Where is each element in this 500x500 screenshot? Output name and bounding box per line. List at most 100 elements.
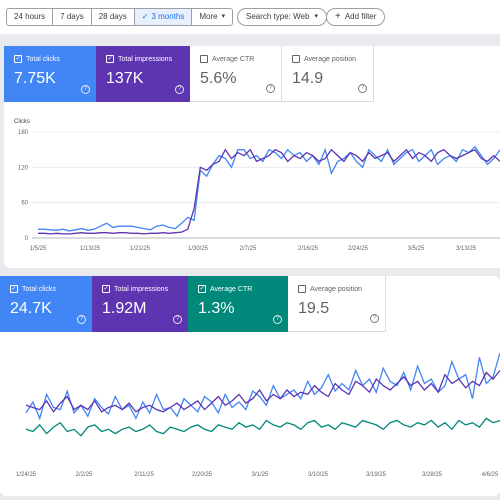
range-label: 3 months bbox=[151, 12, 185, 21]
metric-value: 137K bbox=[106, 70, 144, 87]
metric-label-row: ✓ Average CTR bbox=[198, 285, 278, 293]
checkbox-checked-icon[interactable]: ✓ bbox=[106, 55, 114, 63]
range-7-days[interactable]: 7 days bbox=[53, 9, 92, 25]
x-tick-label: 2/20/25 bbox=[192, 472, 213, 478]
range-28-days[interactable]: 28 days bbox=[92, 9, 135, 25]
range-more[interactable]: More ▾ bbox=[192, 9, 232, 25]
help-icon[interactable]: ? bbox=[370, 314, 379, 323]
x-tick-label: 3/5/25 bbox=[408, 246, 425, 252]
range-label: More bbox=[199, 12, 218, 21]
add-filter-button[interactable]: + Add filter bbox=[326, 8, 386, 26]
y-tick-label: 60 bbox=[21, 201, 28, 207]
x-tick-label: 1/5/25 bbox=[30, 246, 47, 252]
metric-label-row: ✓ Total clicks bbox=[14, 55, 86, 63]
series-line-0 bbox=[38, 145, 500, 232]
metric-label: Average position bbox=[310, 285, 363, 293]
metric-label: Total clicks bbox=[22, 285, 56, 293]
check-icon: ✓ bbox=[141, 12, 149, 21]
caret-down-icon: ▾ bbox=[314, 13, 318, 20]
line-chart-top: 0 60 120 180 1/5/25 1/13/25 1/21/25 1/30/25 2/7/… bbox=[18, 130, 500, 252]
metric-value: 7.75K bbox=[14, 70, 56, 87]
search-type-label: Search type: Web bbox=[246, 12, 310, 21]
metric-card-total-clicks[interactable]: ✓ Total clicks 24.7K? bbox=[0, 276, 92, 332]
x-tick-label: 2/16/25 bbox=[298, 246, 319, 252]
filter-bar: 24 hours 7 days 28 days ✓ 3 months More ▾ … bbox=[0, 0, 500, 34]
checkbox-checked-icon[interactable]: ✓ bbox=[198, 285, 206, 293]
checkbox-checked-icon[interactable]: ✓ bbox=[14, 55, 22, 63]
help-icon[interactable]: ? bbox=[173, 315, 182, 324]
help-icon[interactable]: ? bbox=[358, 84, 367, 93]
performance-panel-bottom: ✓ Total clicks 24.7K? ✓ Total impressions 1.9… bbox=[0, 276, 500, 496]
performance-panel-top: ✓ Total clicks 7.75K? ✓ Total impressions 137… bbox=[4, 46, 500, 268]
series-line-1 bbox=[25, 369, 500, 413]
y-tick-label: 120 bbox=[18, 165, 29, 171]
metric-label-row: Average CTR bbox=[200, 55, 271, 63]
metric-value: 1.3% bbox=[198, 300, 235, 317]
y-axis-title: Clicks bbox=[14, 119, 30, 125]
metric-card-total-clicks[interactable]: ✓ Total clicks 7.75K? bbox=[4, 46, 96, 102]
x-tick-label: 2/11/25 bbox=[134, 472, 154, 478]
metric-card-average-position[interactable]: Average position 19.5? bbox=[288, 276, 386, 332]
range-label: 24 hours bbox=[14, 12, 46, 21]
checkbox-unchecked-icon[interactable] bbox=[200, 55, 208, 63]
metric-card-average-position[interactable]: Average position 14.9? bbox=[282, 46, 374, 102]
x-tick-label: 3/1/25 bbox=[252, 472, 269, 478]
series-line-2 bbox=[25, 417, 500, 437]
range-label: 28 days bbox=[98, 12, 127, 21]
checkbox-unchecked-icon[interactable] bbox=[298, 285, 306, 293]
y-tick-label: 180 bbox=[18, 130, 29, 136]
x-tick-label: 3/19/25 bbox=[366, 472, 387, 478]
checkbox-checked-icon[interactable]: ✓ bbox=[102, 285, 110, 293]
metric-label: Average CTR bbox=[212, 55, 255, 63]
metric-label-row: Average position bbox=[292, 55, 363, 63]
x-tick-label: 2/24/25 bbox=[348, 246, 369, 252]
checkbox-checked-icon[interactable]: ✓ bbox=[10, 285, 18, 293]
x-tick-label: 3/10/25 bbox=[308, 472, 329, 478]
metric-card-average-ctr[interactable]: ✓ Average CTR 1.3%? bbox=[188, 276, 288, 332]
date-range-selector: 24 hours 7 days 28 days ✓ 3 months More ▾ bbox=[6, 8, 234, 26]
line-chart-bottom: 1/24/25 2/2/25 2/11/25 2/20/25 3/1/25 3/10/25… bbox=[16, 352, 500, 478]
metric-card-total-impressions[interactable]: ✓ Total impressions 137K? bbox=[96, 46, 190, 102]
range-24-hours[interactable]: 24 hours bbox=[7, 9, 54, 25]
x-tick-label: 2/7/25 bbox=[240, 246, 257, 252]
metric-value: 1.92M bbox=[102, 300, 147, 317]
range-label: 7 days bbox=[60, 12, 84, 21]
metric-label: Total impressions bbox=[114, 285, 169, 293]
x-tick-label: 1/30/25 bbox=[188, 246, 209, 252]
help-icon[interactable]: ? bbox=[273, 315, 282, 324]
x-tick-label: 1/24/25 bbox=[16, 472, 37, 478]
search-type-dropdown[interactable]: Search type: Web ▾ bbox=[237, 8, 327, 26]
x-tick-label: 4/6/25 bbox=[482, 472, 499, 478]
checkbox-unchecked-icon[interactable] bbox=[292, 55, 300, 63]
help-icon[interactable]: ? bbox=[175, 85, 184, 94]
metric-label: Total impressions bbox=[118, 55, 173, 63]
caret-down-icon: ▾ bbox=[221, 13, 226, 20]
metric-label-row: ✓ Total impressions bbox=[102, 285, 178, 293]
range-3-months[interactable]: ✓ 3 months bbox=[134, 9, 193, 25]
metric-card-average-ctr[interactable]: Average CTR 5.6%? bbox=[190, 46, 282, 102]
metric-label-row: ✓ Total clicks bbox=[10, 285, 82, 293]
metric-label-row: Average position bbox=[298, 285, 375, 293]
plus-icon: + bbox=[335, 11, 341, 22]
metric-card-total-impressions[interactable]: ✓ Total impressions 1.92M? bbox=[92, 276, 188, 332]
metric-value: 24.7K bbox=[10, 300, 52, 317]
metric-label: Average position bbox=[304, 55, 357, 63]
help-icon[interactable]: ? bbox=[77, 315, 86, 324]
metric-label: Average CTR bbox=[210, 285, 253, 293]
y-tick-label: 0 bbox=[25, 236, 29, 242]
x-tick-label: 1/21/25 bbox=[130, 246, 151, 252]
help-icon[interactable]: ? bbox=[81, 85, 90, 94]
metric-value: 5.6% bbox=[200, 70, 237, 87]
x-tick-label: 1/13/25 bbox=[80, 246, 101, 252]
metric-label-row: ✓ Total impressions bbox=[106, 55, 180, 63]
series-line-1 bbox=[38, 148, 500, 235]
help-icon[interactable]: ? bbox=[266, 84, 275, 93]
x-tick-label: 3/13/25 bbox=[456, 246, 477, 252]
series-line-0 bbox=[25, 352, 500, 421]
metric-value: 19.5 bbox=[298, 300, 330, 317]
add-filter-label: Add filter bbox=[344, 12, 377, 21]
metric-label: Total clicks bbox=[26, 55, 60, 63]
x-tick-label: 3/28/25 bbox=[422, 472, 443, 478]
metric-value: 14.9 bbox=[292, 70, 324, 87]
x-tick-label: 2/2/25 bbox=[76, 472, 93, 478]
